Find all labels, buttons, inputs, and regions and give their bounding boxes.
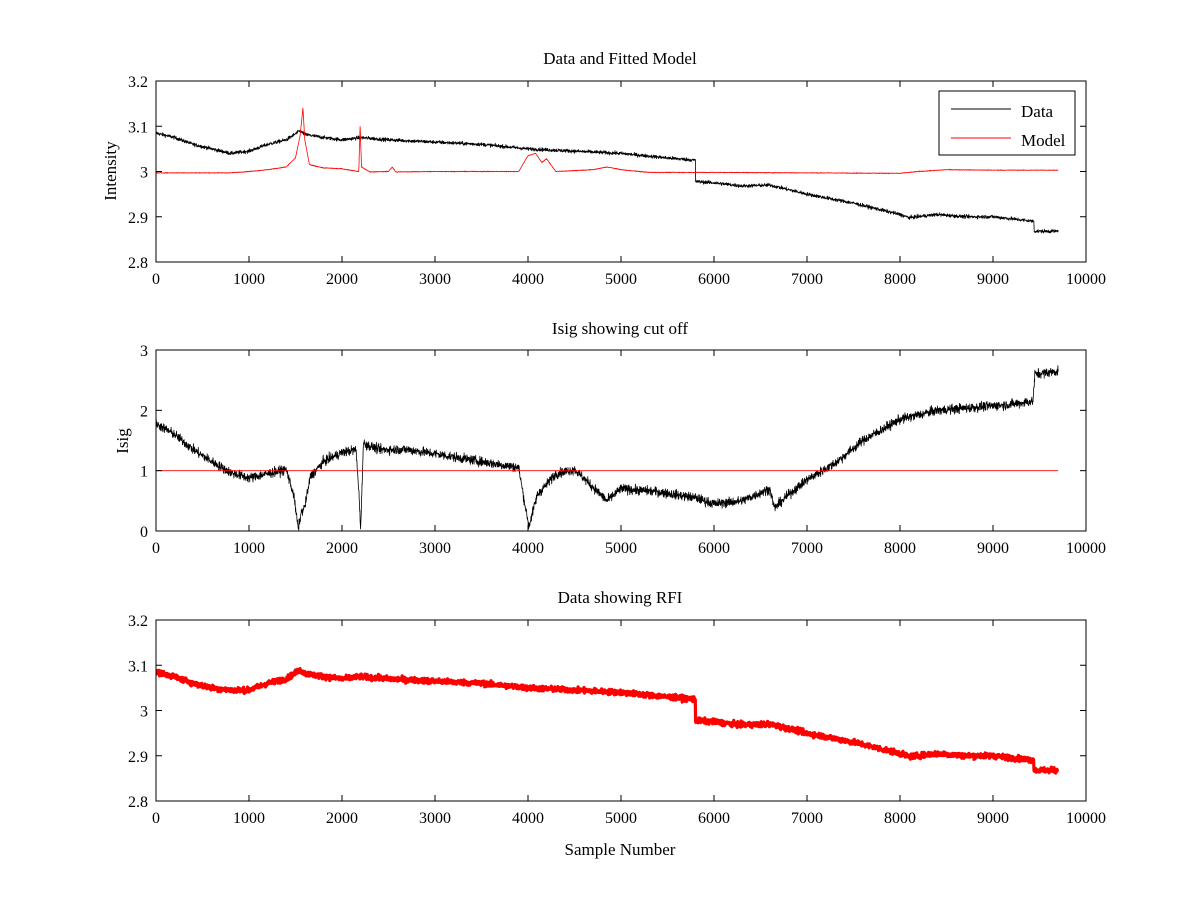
x-tick-label: 3000 bbox=[419, 810, 451, 827]
y-tick-label: 3.2 bbox=[128, 613, 148, 630]
panel-3-title: Data showing RFI bbox=[558, 588, 683, 607]
x-tick-label: 4000 bbox=[512, 810, 544, 827]
x-tick-label: 1000 bbox=[233, 271, 265, 288]
x-tick-label: 10000 bbox=[1066, 810, 1106, 827]
panel-1-ylabel: Intensity bbox=[101, 141, 120, 201]
x-tick-label: 10000 bbox=[1066, 540, 1106, 557]
x-tick-label: 7000 bbox=[791, 540, 823, 557]
y-tick-label: 3.1 bbox=[128, 658, 148, 675]
x-tick-label: 0 bbox=[152, 810, 160, 827]
panel-data-and-fitted-model: Data and Fitted Model Intensity 0 1000 200… bbox=[101, 49, 1106, 288]
x-tick-label: 5000 bbox=[605, 810, 637, 827]
legend-label-model: Model bbox=[1021, 131, 1066, 150]
panel-3-xlabel: Sample Number bbox=[565, 840, 676, 859]
panel-2-title: Isig showing cut off bbox=[552, 319, 688, 338]
y-tick-label: 2.8 bbox=[128, 794, 148, 811]
x-tick-label: 2000 bbox=[326, 810, 358, 827]
x-tick-label: 8000 bbox=[884, 810, 916, 827]
series-group bbox=[156, 365, 1059, 531]
x-tick-label: 4000 bbox=[512, 540, 544, 557]
x-tick-label: 1000 bbox=[233, 540, 265, 557]
y-tick-label: 1 bbox=[140, 464, 148, 481]
x-tick-label: 7000 bbox=[791, 810, 823, 827]
y-tick-label: 3 bbox=[140, 704, 148, 721]
x-tick-label: 7000 bbox=[791, 271, 823, 288]
y-tick-label: 3.1 bbox=[128, 119, 148, 136]
x-tick-label: 2000 bbox=[326, 271, 358, 288]
panel-data-showing-rfi: Data showing RFI Sample Number 0 1000 2000… bbox=[128, 588, 1106, 859]
x-tick-label: 9000 bbox=[977, 271, 1009, 288]
y-tick-label: 0 bbox=[140, 524, 148, 541]
legend-label-data: Data bbox=[1021, 102, 1054, 121]
x-tick-label: 1000 bbox=[233, 810, 265, 827]
panel-2-plot-area: 0 1000 2000 3000 4000 5000 6000 7000 8000 9000 100… bbox=[140, 343, 1106, 557]
panel-2-ylabel: Isig bbox=[113, 428, 132, 454]
series-0-line bbox=[156, 365, 1059, 531]
x-tick-label: 2000 bbox=[326, 540, 358, 557]
x-tick-label: 9000 bbox=[977, 540, 1009, 557]
x-tick-label: 8000 bbox=[884, 271, 916, 288]
series-data-line bbox=[156, 129, 1059, 234]
panel-3-plot-area: 0 1000 2000 3000 4000 5000 6000 7000 8000 9000 100… bbox=[128, 613, 1106, 827]
y-tick-label: 3 bbox=[140, 165, 148, 182]
x-tick-label: 4000 bbox=[512, 271, 544, 288]
legend: Data Model bbox=[938, 90, 1076, 156]
x-tick-label: 3000 bbox=[419, 540, 451, 557]
x-tick-label: 0 bbox=[152, 540, 160, 557]
series-group bbox=[156, 107, 1059, 234]
x-tick-label: 6000 bbox=[698, 271, 730, 288]
x-tick-label: 9000 bbox=[977, 810, 1009, 827]
x-tick-label: 3000 bbox=[419, 271, 451, 288]
y-tick-label: 3 bbox=[140, 343, 148, 360]
series-group bbox=[156, 666, 1060, 775]
panel-1-title: Data and Fitted Model bbox=[543, 49, 697, 68]
y-tick-label: 2.9 bbox=[128, 749, 148, 766]
panel-isig-showing-cut-off: Isig showing cut off Isig 0 1000 2000 3000 4… bbox=[113, 319, 1106, 557]
x-tick-label: 5000 bbox=[605, 271, 637, 288]
y-tick-label: 2.8 bbox=[128, 255, 148, 272]
y-tick-label: 2.9 bbox=[128, 210, 148, 227]
series-model-line bbox=[156, 107, 1059, 175]
y-tick-label: 3.2 bbox=[128, 74, 148, 91]
legend-box bbox=[938, 90, 1076, 156]
y-tick-label: 2 bbox=[140, 403, 148, 420]
x-tick-label: 5000 bbox=[605, 540, 637, 557]
x-tick-label: 0 bbox=[152, 271, 160, 288]
x-tick-label: 6000 bbox=[698, 540, 730, 557]
x-tick-label: 10000 bbox=[1066, 271, 1106, 288]
x-tick-label: 6000 bbox=[698, 810, 730, 827]
x-tick-label: 8000 bbox=[884, 540, 916, 557]
panel-1-plot-area: 0 1000 2000 3000 4000 5000 6000 7000 8000 9000 100… bbox=[128, 74, 1106, 288]
series-0-line bbox=[156, 666, 1060, 775]
